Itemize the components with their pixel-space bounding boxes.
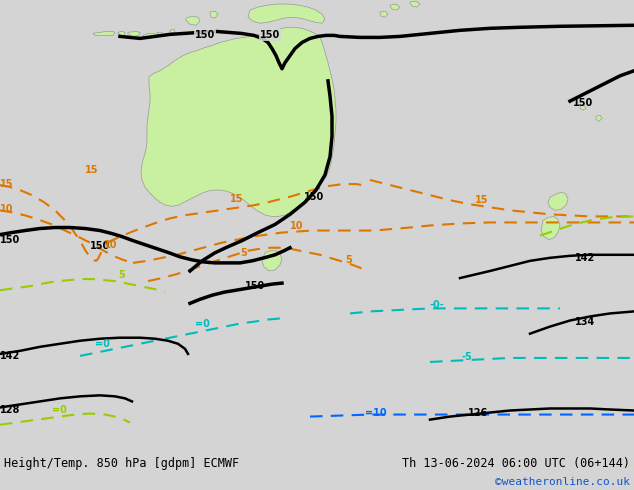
Polygon shape xyxy=(248,4,325,23)
Text: =0: =0 xyxy=(95,339,110,349)
Text: 10: 10 xyxy=(290,221,304,231)
Text: 142: 142 xyxy=(575,253,595,263)
Text: 150: 150 xyxy=(0,235,20,245)
Text: 142: 142 xyxy=(0,351,20,361)
Polygon shape xyxy=(262,251,282,271)
Text: -0-: -0- xyxy=(430,300,444,310)
Polygon shape xyxy=(118,31,125,35)
Polygon shape xyxy=(186,16,200,25)
Polygon shape xyxy=(596,115,602,122)
Text: =0: =0 xyxy=(195,318,210,329)
Text: 128: 128 xyxy=(0,405,20,415)
Polygon shape xyxy=(157,32,163,35)
Polygon shape xyxy=(170,29,175,33)
Polygon shape xyxy=(128,31,140,36)
Text: -5: -5 xyxy=(462,352,473,362)
Polygon shape xyxy=(143,33,155,38)
Polygon shape xyxy=(390,4,400,10)
Text: 150: 150 xyxy=(573,98,593,108)
Text: 15: 15 xyxy=(475,195,489,205)
Text: 134: 134 xyxy=(575,317,595,326)
Text: Height/Temp. 850 hPa [gdpm] ECMWF: Height/Temp. 850 hPa [gdpm] ECMWF xyxy=(4,457,239,470)
Polygon shape xyxy=(93,31,115,35)
Polygon shape xyxy=(410,1,420,7)
Text: 15: 15 xyxy=(0,179,13,189)
Polygon shape xyxy=(210,11,218,18)
Text: 150: 150 xyxy=(245,281,265,291)
Text: 150: 150 xyxy=(260,30,280,40)
Polygon shape xyxy=(380,11,388,17)
Text: 10: 10 xyxy=(104,240,117,250)
Text: 15: 15 xyxy=(85,165,98,175)
Text: 126: 126 xyxy=(468,408,488,417)
Polygon shape xyxy=(548,192,568,210)
Text: =0: =0 xyxy=(52,405,67,415)
Text: 5: 5 xyxy=(118,270,125,280)
Text: =10: =10 xyxy=(365,408,387,417)
Text: 150: 150 xyxy=(90,241,110,251)
Text: 150: 150 xyxy=(304,192,324,202)
Text: 150: 150 xyxy=(195,30,216,40)
Polygon shape xyxy=(141,27,336,217)
Text: 10: 10 xyxy=(0,204,13,214)
Text: 5: 5 xyxy=(240,248,247,258)
Text: 15: 15 xyxy=(230,194,243,204)
Polygon shape xyxy=(580,105,586,110)
Text: ©weatheronline.co.uk: ©weatheronline.co.uk xyxy=(495,477,630,487)
Text: 5: 5 xyxy=(345,255,352,265)
Text: Th 13-06-2024 06:00 UTC (06+144): Th 13-06-2024 06:00 UTC (06+144) xyxy=(402,457,630,470)
Polygon shape xyxy=(541,217,560,240)
